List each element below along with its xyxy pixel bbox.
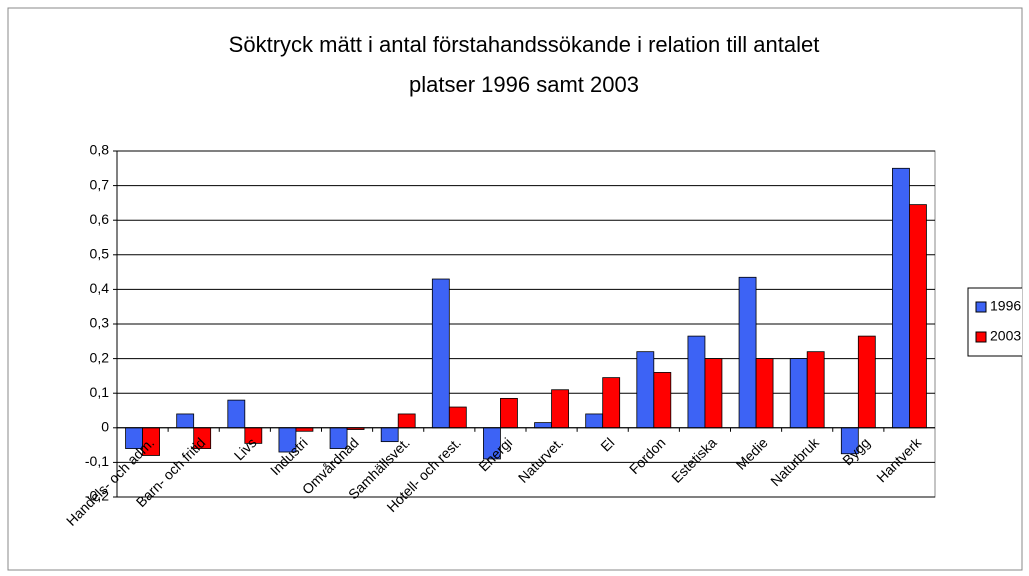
- y-tick-label: -0,1: [85, 453, 109, 469]
- bar: [500, 397, 518, 429]
- legend-swatch: [975, 301, 987, 313]
- y-tick-label: 0: [101, 419, 109, 435]
- chart-title: platser 1996 samt 2003: [409, 72, 639, 97]
- bar: [585, 413, 604, 429]
- bar: [602, 377, 621, 429]
- legend: 1996 2003: [967, 287, 1022, 357]
- bar: [789, 358, 808, 429]
- y-tick-label: 0,2: [90, 349, 110, 365]
- bar: [397, 413, 416, 429]
- bar: [687, 335, 706, 429]
- y-tick-label: -0,2: [85, 488, 109, 504]
- y-tick-label: 0,7: [90, 176, 110, 192]
- bar: [636, 351, 655, 429]
- bar: [704, 358, 723, 429]
- bar: [806, 351, 825, 429]
- bar: [857, 335, 876, 429]
- bar: [431, 278, 450, 429]
- legend-box: [967, 287, 1022, 357]
- bar: [176, 413, 195, 429]
- bar: [534, 422, 552, 429]
- y-tick-label: 0,1: [90, 384, 110, 400]
- legend-label: 2003: [990, 328, 1021, 344]
- bar: [295, 427, 314, 432]
- bar: [755, 358, 774, 429]
- y-tick-label: 0,8: [90, 142, 110, 158]
- bar: [653, 372, 672, 429]
- legend-swatch: [975, 331, 987, 343]
- y-tick-label: 0,3: [90, 315, 110, 331]
- bar: [227, 399, 246, 429]
- chart-title: Söktryck mätt i antal förstahandssökande…: [229, 32, 820, 57]
- bar: [738, 276, 757, 429]
- bar: [448, 406, 467, 429]
- legend-label: 1996: [990, 298, 1021, 314]
- y-tick-label: 0,5: [90, 246, 110, 262]
- bar: [892, 167, 910, 429]
- y-tick-label: 0,6: [90, 211, 110, 227]
- y-tick-label: 0,4: [90, 280, 110, 296]
- bar: [551, 389, 569, 429]
- bar: [909, 204, 927, 429]
